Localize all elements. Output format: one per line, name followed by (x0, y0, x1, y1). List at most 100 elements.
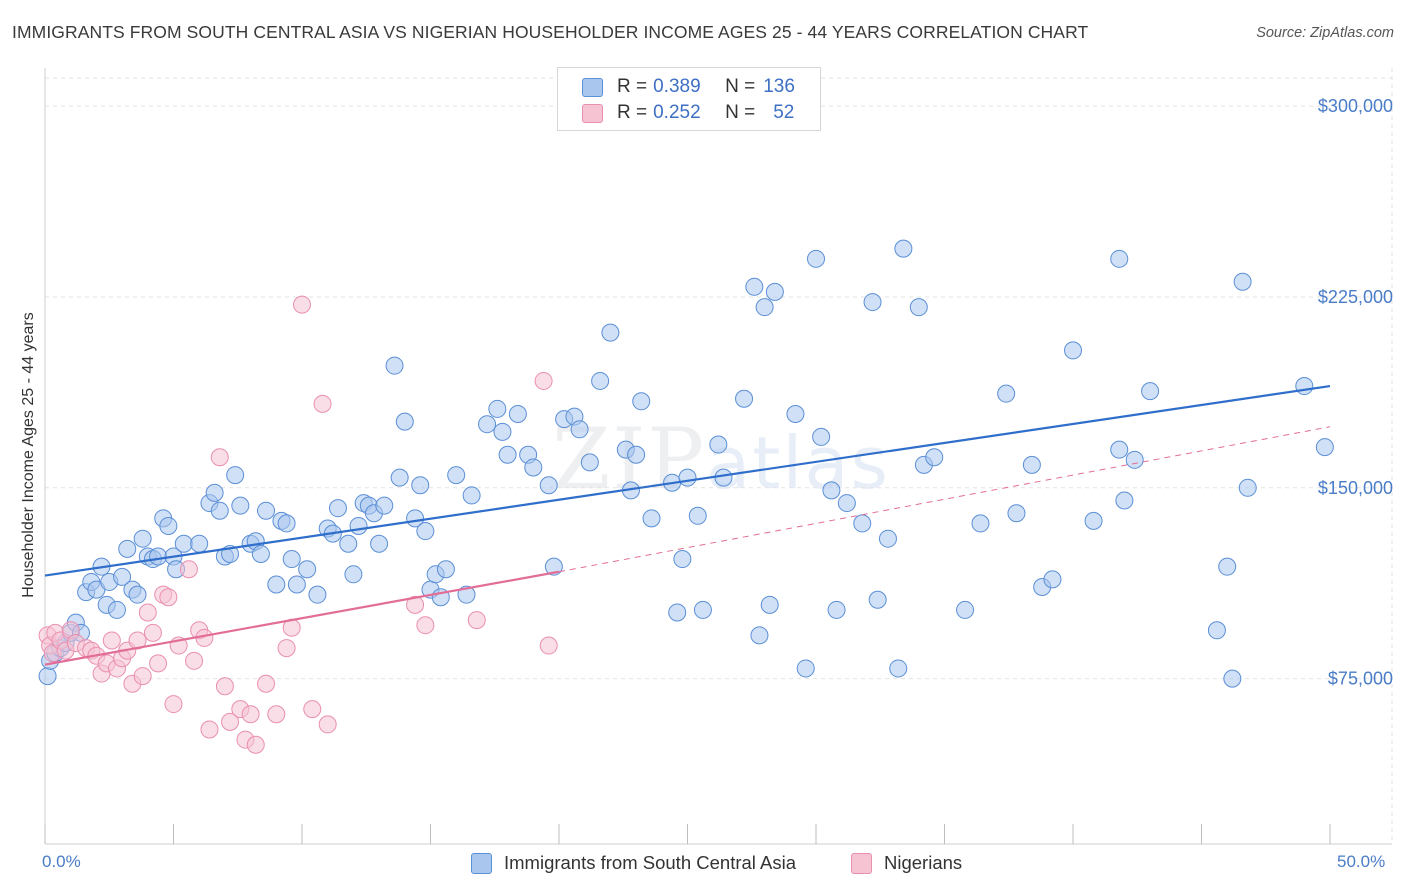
point-south-central-asia (118, 539, 137, 558)
point-south-central-asia (863, 293, 882, 312)
point-nigerian (102, 631, 121, 650)
point-south-central-asia (678, 468, 697, 487)
point-south-central-asia (478, 415, 497, 434)
point-nigerian (185, 651, 204, 670)
legend-swatch-blue (471, 852, 492, 874)
point-nigerian (241, 705, 260, 724)
legend-item-nigerians: Nigerians (851, 852, 962, 874)
gridlines (45, 68, 1393, 844)
legend-r-label: R = (617, 102, 648, 123)
point-south-central-asia (1043, 570, 1062, 589)
point-nigerian (277, 639, 296, 658)
point-south-central-asia (257, 501, 276, 520)
legend-n-label: N = (725, 76, 756, 97)
point-nigerian (534, 371, 553, 390)
point-south-central-asia (1238, 478, 1257, 497)
trend-line-south-central-asia (44, 384, 1331, 577)
point-south-central-asia (755, 298, 774, 317)
point-nigerian (210, 448, 229, 467)
point-south-central-asia (827, 600, 846, 619)
source-credit: Source: ZipAtlas.com (1256, 25, 1394, 41)
point-south-central-asia (1110, 440, 1129, 459)
point-nigerian (143, 623, 162, 642)
legend-n-value-pink: 52 (773, 102, 795, 123)
point-south-central-asia (210, 501, 229, 520)
point-south-central-asia (894, 239, 913, 258)
point-south-central-asia (735, 389, 754, 408)
point-south-central-asia (1233, 272, 1252, 291)
point-south-central-asia (267, 575, 286, 594)
point-south-central-asia (1064, 341, 1082, 360)
point-south-central-asia (956, 600, 975, 619)
point-south-central-asia (909, 298, 928, 317)
point-south-central-asia (128, 585, 147, 604)
point-nigerian (133, 667, 152, 686)
point-south-central-asia (601, 323, 620, 342)
point-south-central-asia (580, 453, 599, 472)
point-south-central-asia (688, 506, 707, 525)
point-south-central-asia (822, 481, 841, 500)
legend-r-label: R = (617, 76, 648, 97)
point-south-central-asia (807, 249, 825, 268)
point-nigerian (303, 700, 322, 719)
point-south-central-asia (370, 534, 389, 553)
chart-title: IMMIGRANTS FROM SOUTH CENTRAL ASIA VS NI… (12, 22, 1089, 42)
series-south-central-asia (38, 239, 1334, 688)
point-south-central-asia (997, 384, 1016, 403)
point-south-central-asia (251, 544, 270, 563)
point-south-central-asia (1022, 455, 1041, 474)
point-nigerian (221, 712, 240, 731)
point-south-central-asia (632, 392, 651, 411)
point-south-central-asia (1125, 450, 1144, 469)
point-nigerian (293, 295, 311, 314)
point-nigerian (215, 677, 234, 696)
trend-line-nigerians (44, 570, 560, 666)
point-south-central-asia (416, 522, 435, 541)
point-south-central-asia (673, 550, 692, 569)
legend-swatch-blue (582, 77, 603, 97)
point-nigerian (467, 611, 486, 630)
y-tick-label: $150,000 (1318, 478, 1393, 498)
point-south-central-asia (447, 466, 466, 485)
point-nigerian (138, 603, 157, 622)
point-nigerian (267, 705, 286, 724)
point-south-central-asia (174, 534, 193, 553)
point-nigerian (406, 595, 425, 614)
point-south-central-asia (287, 575, 306, 594)
point-south-central-asia (226, 466, 245, 485)
point-nigerian (200, 720, 219, 739)
point-south-central-asia (1315, 438, 1334, 457)
point-nigerian (159, 588, 178, 607)
x-tick-max: 50.0% (1337, 852, 1386, 871)
legend-r-value-pink: 0.252 (653, 102, 701, 123)
point-nigerian (179, 560, 198, 579)
legend-item-south-central-asia: Immigrants from South Central Asia (471, 852, 796, 874)
y-tick-label: $75,000 (1328, 669, 1393, 689)
point-south-central-asia (853, 514, 872, 533)
point-south-central-asia (570, 420, 589, 439)
point-south-central-asia (868, 590, 887, 609)
point-south-central-asia (1207, 621, 1226, 640)
point-south-central-asia (508, 405, 527, 424)
point-south-central-asia (1295, 377, 1314, 396)
point-south-central-asia (889, 659, 908, 678)
trend-extension-nigerians (558, 426, 1331, 573)
point-south-central-asia (277, 514, 296, 533)
point-south-central-asia (375, 496, 394, 515)
point-nigerian (257, 674, 276, 693)
point-south-central-asia (750, 626, 769, 645)
legend-label-nigerians: Nigerians (884, 852, 963, 873)
point-nigerian (149, 654, 168, 673)
legend-row-blue: R = 0.389 N = 136 (582, 75, 795, 99)
point-south-central-asia (462, 486, 481, 505)
legend-r-value-blue: 0.389 (653, 76, 701, 97)
point-nigerian (318, 715, 337, 734)
point-south-central-asia (1110, 249, 1129, 268)
point-south-central-asia (282, 550, 301, 569)
point-south-central-asia (925, 448, 944, 467)
point-south-central-asia (328, 499, 347, 518)
point-south-central-asia (205, 483, 224, 502)
point-south-central-asia (113, 567, 132, 586)
point-south-central-asia (786, 405, 805, 424)
